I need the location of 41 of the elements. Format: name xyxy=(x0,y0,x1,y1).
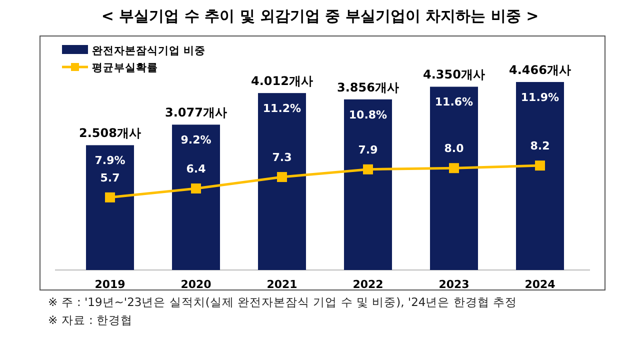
bar xyxy=(86,145,134,270)
annotation: 4.012개사 xyxy=(251,74,313,88)
text: 4.466개사 xyxy=(509,63,571,77)
data-label: 5.7 xyxy=(100,171,120,184)
bar xyxy=(344,99,392,270)
legend-label: 평균부실확률 xyxy=(92,62,158,74)
point xyxy=(535,160,545,171)
x-tick-label: 2019 xyxy=(94,278,126,291)
text: 4.350개사 xyxy=(423,68,485,82)
legend-label: 완전자본잠식기업 비중 xyxy=(92,45,206,57)
x-tick-label: 2022 xyxy=(352,278,384,291)
data-label: 9.2% xyxy=(180,134,212,147)
x-tick-label: 2020 xyxy=(180,278,212,291)
x-tick-label: 2024 xyxy=(524,278,556,291)
point xyxy=(449,163,459,174)
point xyxy=(277,172,287,182)
annotation: 3.077개사 xyxy=(165,106,227,120)
data-label: 8.2 xyxy=(530,140,550,153)
data-label: 11.9% xyxy=(520,91,560,104)
data-label: 8.0 xyxy=(444,142,464,156)
text: ※ 자료 : 한경협 xyxy=(48,313,132,327)
point xyxy=(191,183,201,194)
bar xyxy=(172,124,220,270)
x-tick-label: 2023 xyxy=(438,278,470,291)
chart-title: < 부실기업 수 추이 및 외감기업 중 부실기업이 차지하는 비중 > xyxy=(101,7,539,25)
data-label: 11.6% xyxy=(434,96,474,109)
point xyxy=(363,164,373,174)
data-label: 10.8% xyxy=(348,108,388,122)
point xyxy=(105,192,115,202)
data-label: 7.9% xyxy=(94,154,126,168)
text: ※ 주 : '19년~'23년은 실적치(실제 완전자본잠식 기업 수 및 비중), '24년은 한경협 추정 xyxy=(48,295,518,309)
data-label: 11.2% xyxy=(262,102,302,116)
bar xyxy=(430,86,478,270)
bar xyxy=(258,93,306,270)
data-label: 7.9 xyxy=(358,143,378,156)
x-tick-label: 2021 xyxy=(266,278,298,291)
data-label: 7.3 xyxy=(272,151,292,164)
annotation: 2.508개사 xyxy=(79,126,141,140)
annotation: 3.856개사 xyxy=(337,80,399,94)
data-label: 6.4 xyxy=(186,162,206,176)
bar xyxy=(516,82,564,270)
